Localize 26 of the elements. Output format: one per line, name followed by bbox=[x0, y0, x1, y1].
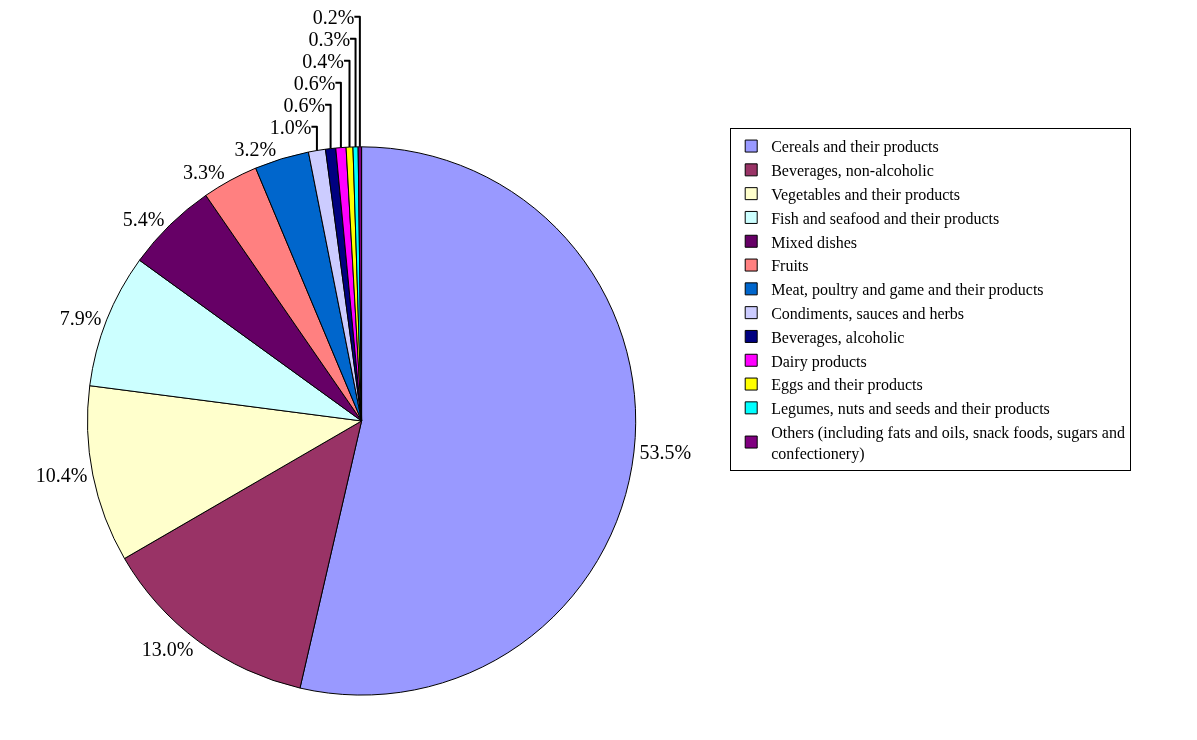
data-label: 5.4% bbox=[122, 208, 165, 231]
legend-label: Cereals and their products bbox=[771, 138, 939, 157]
data-label: 0.3% bbox=[308, 27, 351, 50]
legend-label: Vegetables and their products bbox=[771, 185, 961, 204]
data-label: 0.2% bbox=[312, 5, 355, 28]
legend-label: Condiments, sauces and herbs bbox=[771, 304, 965, 322]
legend-label: Meat, poultry and game and their products bbox=[771, 281, 1044, 300]
data-label: 3.2% bbox=[234, 137, 277, 160]
data-label: 10.4% bbox=[35, 464, 88, 487]
data-label: 7.9% bbox=[59, 307, 102, 330]
legend-label: Fruits bbox=[771, 257, 809, 275]
legend-label: Fish and seafood and their products bbox=[771, 209, 1000, 228]
data-label: 13.0% bbox=[141, 637, 194, 660]
legend-label: Others (including fats and oils, snack foods, sugars and confectionery) bbox=[771, 423, 1125, 463]
data-label: 0.6% bbox=[293, 71, 336, 94]
data-label: 0.4% bbox=[302, 49, 345, 72]
legend-label: Eggs and their products bbox=[771, 376, 923, 395]
data-label: 1.0% bbox=[269, 115, 312, 138]
legend-label: Legumes, nuts and seeds and their products bbox=[771, 400, 1050, 419]
legend-label: Mixed dishes bbox=[771, 233, 857, 251]
legend-label: Beverages, alcoholic bbox=[771, 328, 905, 347]
legend-label: Dairy products bbox=[771, 352, 867, 371]
data-label: 0.6% bbox=[283, 93, 326, 116]
data-label: 3.3% bbox=[182, 161, 225, 183]
legend-label: Beverages, non-alcoholic bbox=[771, 162, 934, 181]
data-label: 53.5% bbox=[639, 441, 692, 464]
